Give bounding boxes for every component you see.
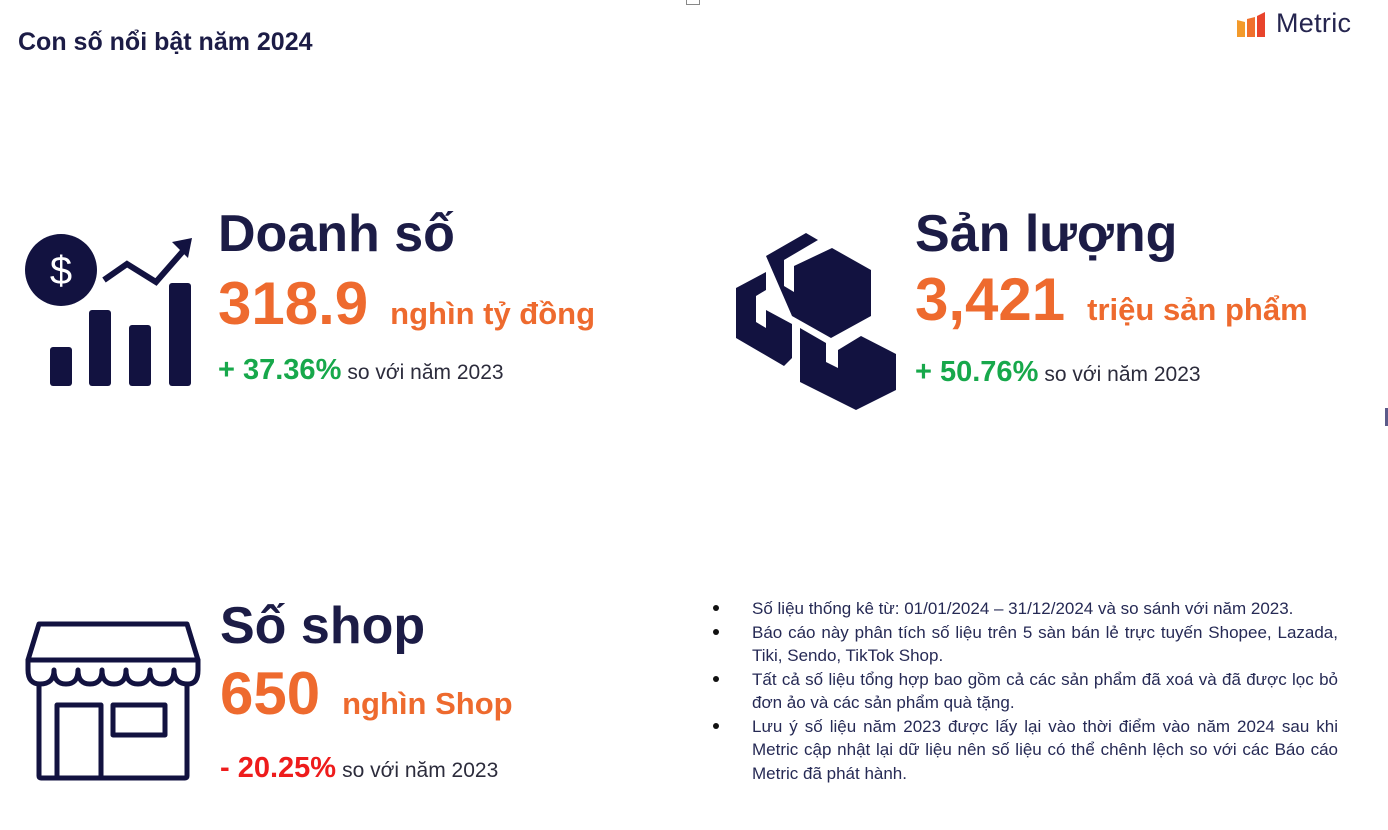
volume-compare-text: so với năm 2023 [1044, 363, 1201, 386]
note-item: Lưu ý số liệu năm 2023 được lấy lại vào … [710, 715, 1338, 786]
revenue-value: 318.9 [218, 270, 369, 337]
shops-stat: Số shop 650 nghìn Shop - 20.25% so với n… [220, 600, 513, 785]
volume-stat: Sản lượng 3,421 triệu sản phẩm + 50.76% … [915, 208, 1308, 389]
shops-unit: nghìn Shop [342, 686, 513, 721]
revenue-growth-chart-icon: $ [25, 234, 192, 386]
logo-text: Metric [1276, 8, 1352, 38]
svg-text:$: $ [50, 249, 72, 293]
note-item: Báo cáo này phân tích số liệu trên 5 sàn… [710, 621, 1338, 668]
shops-title: Số shop [220, 597, 426, 655]
volume-change: + 50.76% [915, 356, 1039, 388]
shops-compare-text: so với năm 2023 [342, 759, 499, 782]
shops-change: - 20.25% [220, 752, 337, 784]
revenue-title: Doanh số [218, 205, 455, 263]
boxes-icon [736, 233, 896, 410]
revenue-stat: Doanh số 318.9 nghìn tỷ đồng + 37.36% so… [218, 208, 595, 387]
volume-unit: triệu sản phẩm [1087, 292, 1308, 327]
shops-value: 650 [220, 660, 321, 727]
storefront-icon [25, 621, 201, 781]
metric-bars-icon [1237, 11, 1265, 37]
notes-list: Số liệu thống kê từ: 01/01/2024 – 31/12/… [710, 597, 1338, 785]
note-item: Số liệu thống kê từ: 01/01/2024 – 31/12/… [710, 597, 1338, 621]
top-resize-handle[interactable] [686, 0, 700, 5]
revenue-compare-text: so với năm 2023 [347, 361, 504, 384]
volume-value: 3,421 [915, 266, 1066, 333]
metric-logo: Metric [1236, 8, 1351, 39]
note-item: Tất cả số liệu tổng hợp bao gồm cả các s… [710, 668, 1338, 715]
side-resize-handle[interactable] [1385, 408, 1388, 426]
revenue-change: + 37.36% [218, 354, 342, 386]
page-title: Con số nổi bật năm 2024 [18, 28, 313, 56]
volume-title: Sản lượng [915, 205, 1178, 263]
revenue-unit: nghìn tỷ đồng [390, 296, 596, 331]
